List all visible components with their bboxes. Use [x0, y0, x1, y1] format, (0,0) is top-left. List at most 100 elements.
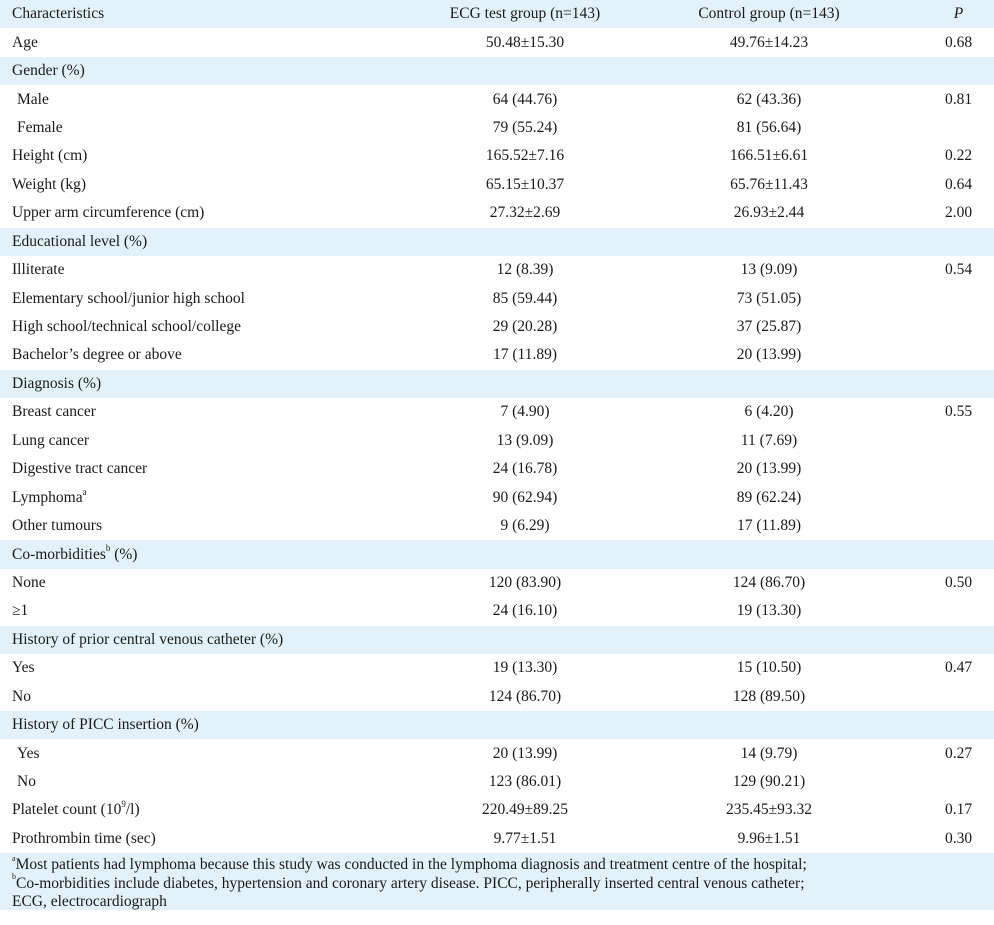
ecg-group-value: 123 (86.01) — [488, 773, 562, 791]
table-body: Age 50.48±15.30 49.76±14.23 0.68 Gender (%) M… — [0, 28, 994, 853]
footnote-text: ECG, electrocardiograph — [12, 893, 167, 911]
ecg-group-value: 79 (55.24) — [492, 118, 558, 136]
header-control-group: Control group (n=143) — [645, 0, 885, 29]
row-label: Illiterate — [0, 256, 395, 284]
table-row: Male 64 (44.76) 62 (43.36) 0.81 — [0, 85, 994, 113]
header-ecg-group: ECG test group (n=143) — [395, 0, 645, 29]
ecg-group-value: 50.48±15.30 — [485, 33, 565, 51]
row-label: Prothrombin time (sec) — [0, 825, 395, 853]
row-label: Other tumours — [0, 512, 395, 540]
row-label-text: History of prior central venous catheter… — [12, 630, 284, 648]
control-group-value: 11 (7.69) — [740, 431, 798, 449]
control-group-value: 81 (56.64) — [736, 118, 802, 136]
table-row: Bachelor’s degree or above 17 (11.89) 20 (… — [0, 341, 994, 369]
ecg-group-value — [395, 625, 645, 655]
characteristics-table: Characteristics ECG test group (n=143) C… — [0, 0, 994, 853]
control-group-value: 9.96±1.51 — [737, 829, 801, 847]
ecg-group-value: 27.32±2.69 — [489, 204, 561, 222]
row-label-text: Bachelor’s degree or above — [12, 346, 182, 364]
table-footnotes: aMost patients had lymphoma because this… — [0, 853, 994, 912]
ecg-group-value: 29 (20.28) — [492, 318, 558, 336]
row-label-text: History of PICC insertion (%) — [12, 716, 199, 734]
row-label: Age — [0, 28, 395, 56]
table-section-row: Educational level (%) — [0, 227, 994, 256]
table-row: Weight (kg) 65.15±10.37 65.76±11.43 0.64 — [0, 171, 994, 199]
row-label-suffix: (%) — [110, 545, 138, 563]
p-value: 0.47 — [944, 659, 973, 677]
control-group-value: 73 (51.05) — [736, 289, 802, 307]
control-group-value — [645, 625, 885, 655]
row-label: High school/technical school/college — [0, 313, 395, 341]
ecg-group-value: 13 (9.09) — [496, 431, 554, 449]
row-label: Weight (kg) — [0, 171, 395, 199]
ecg-group-value: 24 (16.10) — [492, 602, 558, 620]
control-group-value: 235.45±93.32 — [725, 801, 812, 819]
ecg-group-value: 124 (86.70) — [488, 687, 562, 705]
p-value: 0.22 — [944, 147, 973, 165]
p-value: 0.81 — [944, 90, 973, 108]
ecg-group-value — [395, 227, 645, 256]
p-value — [885, 369, 994, 399]
control-group-value: 20 (13.99) — [736, 346, 802, 364]
ecg-group-value: 7 (4.90) — [500, 403, 550, 421]
table-row: No 124 (86.70) 128 (89.50) — [0, 683, 994, 711]
control-group-value: 15 (10.50) — [736, 659, 802, 677]
table-row: Illiterate 12 (8.39) 13 (9.09) 0.54 — [0, 256, 994, 284]
footnote-marker: a — [12, 853, 16, 863]
table-row: Age 50.48±15.30 49.76±14.23 0.68 — [0, 28, 994, 56]
footnote-line: ECG, electrocardiograph — [12, 893, 982, 912]
row-label: Female — [0, 114, 395, 142]
ecg-group-value — [395, 369, 645, 399]
p-value — [885, 768, 994, 796]
p-value — [885, 455, 994, 483]
control-group-value — [645, 710, 885, 740]
row-label-text: Female — [17, 118, 63, 136]
p-value — [885, 540, 994, 569]
table-section-row: Diagnosis (%) — [0, 369, 994, 399]
ecg-group-value — [395, 710, 645, 740]
row-label-text: Platelet count (10 — [12, 801, 122, 819]
control-group-value: 13 (9.09) — [740, 261, 798, 279]
row-label: Bachelor’s degree or above — [0, 341, 395, 369]
row-label: Gender (%) — [0, 56, 395, 86]
table-row: Platelet count (109/l) 220.49±89.25 235.45… — [0, 796, 994, 824]
table-row: Upper arm circumference (cm) 27.32±2.69 26… — [0, 199, 994, 227]
control-group-value — [645, 540, 885, 569]
ecg-group-value: 9.77±1.51 — [493, 829, 557, 847]
p-value: 0.68 — [944, 33, 973, 51]
control-group-value: 49.76±14.23 — [729, 33, 809, 51]
row-label-text: Male — [17, 90, 49, 108]
p-value — [885, 483, 994, 511]
table-row: Lymphomaa 90 (62.94) 89 (62.24) — [0, 483, 994, 511]
row-label: Male — [0, 85, 395, 113]
row-label-text: Diagnosis (%) — [12, 374, 102, 392]
control-group-value — [645, 56, 885, 86]
row-label: No — [0, 683, 395, 711]
footnote-text: Co-morbidities include diabetes, hyperte… — [16, 874, 805, 892]
footnote-marker: a — [82, 486, 87, 497]
p-value — [885, 597, 994, 625]
p-value — [885, 625, 994, 655]
table-row: None 120 (83.90) 124 (86.70) 0.50 — [0, 569, 994, 597]
ecg-group-value: 24 (16.78) — [492, 460, 558, 478]
footnote-marker: b — [12, 872, 16, 882]
ecg-group-value: 19 (13.30) — [492, 659, 558, 677]
p-value — [885, 427, 994, 455]
control-group-value: 124 (86.70) — [732, 573, 806, 591]
row-label-text: Lymphoma — [12, 488, 83, 506]
table-row: Breast cancer 7 (4.90) 6 (4.20) 0.55 — [0, 398, 994, 426]
control-group-value: 166.51±6.61 — [729, 147, 809, 165]
table-section-row: Co-morbiditiesb (%) — [0, 540, 994, 569]
p-value — [885, 284, 994, 312]
row-label: Educational level (%) — [0, 227, 395, 256]
footnote-text: Most patients had lymphoma because this … — [15, 856, 807, 874]
row-label: Lung cancer — [0, 427, 395, 455]
row-label-text: Age — [12, 33, 38, 51]
row-label: Yes — [0, 739, 395, 767]
row-label-text: No — [12, 687, 31, 705]
table-row: No 123 (86.01) 129 (90.21) — [0, 768, 994, 796]
row-label-text: Elementary school/junior high school — [12, 289, 245, 307]
p-value: 0.27 — [944, 744, 973, 762]
p-value: 0.30 — [944, 829, 973, 847]
row-label-text: Prothrombin time (sec) — [12, 829, 156, 847]
